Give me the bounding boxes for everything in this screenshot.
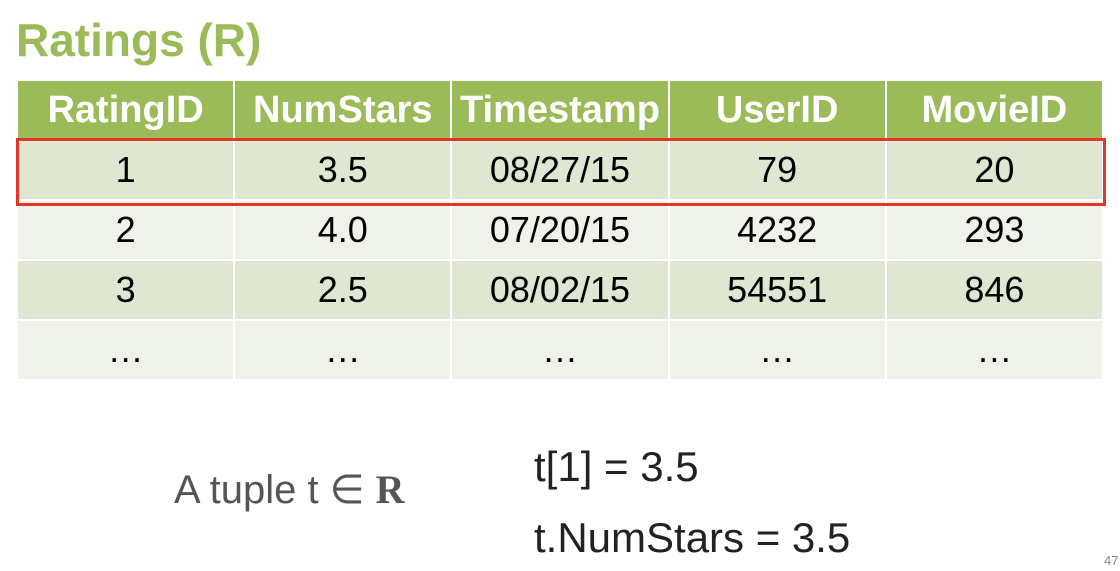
table-cell: 3: [15, 259, 236, 321]
table-cell: 20: [884, 139, 1105, 201]
ratings-table: RatingID NumStars Timestamp UserID Movie…: [15, 79, 1105, 381]
table-row: … … … … …: [15, 319, 1105, 381]
table-cell: 293: [884, 199, 1105, 261]
column-header-userid: UserID: [667, 79, 887, 141]
column-header-timestamp: Timestamp: [450, 79, 670, 141]
column-header-movieid: MovieID: [884, 79, 1105, 141]
table-cell: 2: [15, 199, 236, 261]
index-access-expression: t[1] = 3.5: [534, 443, 699, 490]
table-cell: 4.0: [233, 199, 453, 261]
table-cell: …: [233, 319, 453, 381]
tuple-label: A tuple t ∈ R: [174, 466, 405, 513]
table-row: 1 3.5 08/27/15 79 20: [15, 139, 1105, 201]
table-cell: 4232: [667, 199, 887, 261]
table-cell: 08/27/15: [450, 139, 670, 201]
table-cell: 79: [667, 139, 887, 201]
column-header-ratingid: RatingID: [15, 79, 236, 141]
table-cell: …: [15, 319, 236, 381]
page-number: 47: [1104, 553, 1119, 568]
tuple-label-text: A tuple t ∈: [174, 468, 376, 512]
table-cell: 07/20/15: [450, 199, 670, 261]
table-cell: 08/02/15: [450, 259, 670, 321]
table-cell: …: [884, 319, 1105, 381]
table-row: 2 4.0 07/20/15 4232 293: [15, 199, 1105, 261]
table-cell: 1: [15, 139, 236, 201]
table-cell: …: [450, 319, 670, 381]
table-cell: 846: [884, 259, 1105, 321]
table-cell: 54551: [667, 259, 887, 321]
table-cell: 2.5: [233, 259, 453, 321]
table-cell: …: [667, 319, 887, 381]
table-cell: 3.5: [233, 139, 453, 201]
table-header-row: RatingID NumStars Timestamp UserID Movie…: [15, 79, 1105, 141]
column-header-numstars: NumStars: [233, 79, 453, 141]
attribute-access-expression: t.NumStars = 3.5: [534, 514, 851, 561]
relation-name: R: [375, 467, 405, 512]
slide-title: Ratings (R): [16, 14, 262, 66]
table-row: 3 2.5 08/02/15 54551 846: [15, 259, 1105, 321]
